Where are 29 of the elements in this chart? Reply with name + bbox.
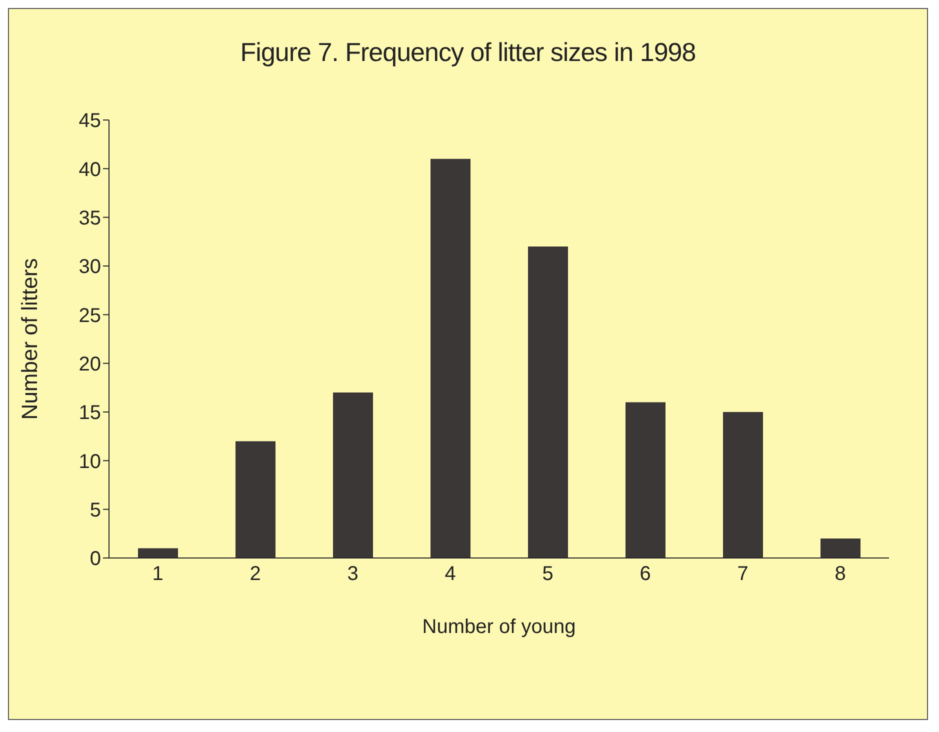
bar xyxy=(528,246,568,558)
bar xyxy=(138,548,178,558)
x-tick-label: 5 xyxy=(542,563,554,586)
bar xyxy=(236,441,276,558)
bar xyxy=(820,538,860,558)
bar xyxy=(333,392,373,558)
x-tick-label: 8 xyxy=(834,563,846,586)
y-tick-label: 5 xyxy=(90,499,101,522)
y-tick-label: 30 xyxy=(78,256,101,278)
x-axis-title: Number of young xyxy=(422,616,576,638)
x-tick-label: 1 xyxy=(152,563,164,586)
bar xyxy=(723,412,763,558)
y-tick-label: 40 xyxy=(78,158,101,181)
x-tick-label: 3 xyxy=(347,563,358,586)
bar xyxy=(430,158,470,558)
x-tick-label: 4 xyxy=(444,563,456,586)
x-tick-label: 2 xyxy=(250,563,261,586)
y-axis-title: Number of litters xyxy=(16,258,42,420)
y-tick-label: 35 xyxy=(78,207,101,230)
y-tick-label: 0 xyxy=(90,548,101,570)
bar xyxy=(626,402,666,558)
y-tick-label: 45 xyxy=(78,110,101,132)
y-tick-label: 15 xyxy=(78,402,101,424)
chart-title: Figure 7. Frequency of litter sizes in 1998 xyxy=(239,36,697,68)
y-tick-label: 10 xyxy=(78,450,101,473)
x-tick-label: 6 xyxy=(640,563,651,586)
x-tick-label: 7 xyxy=(737,563,748,586)
y-tick-label: 20 xyxy=(78,353,101,376)
y-tick-label: 25 xyxy=(78,304,101,327)
